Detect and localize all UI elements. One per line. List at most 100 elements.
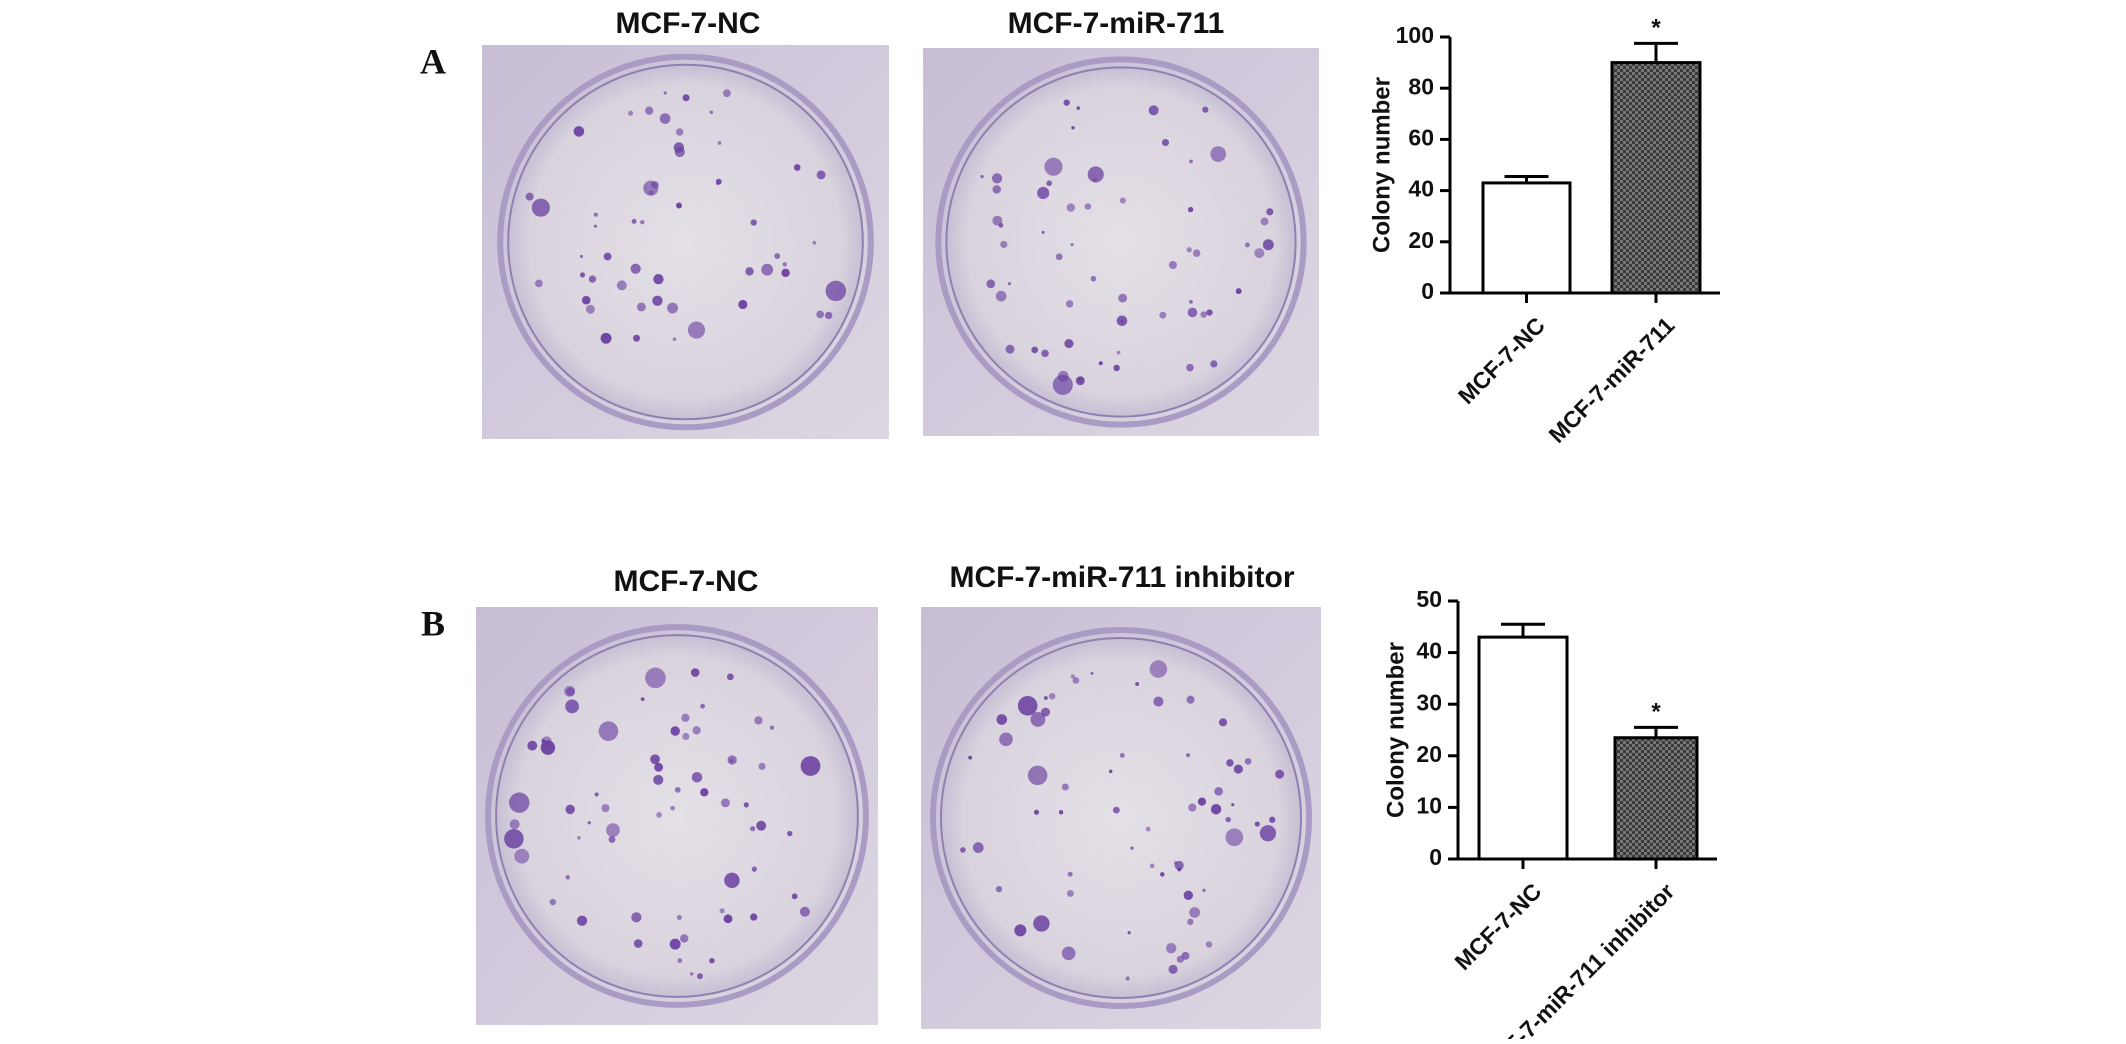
colony xyxy=(645,106,654,115)
colony xyxy=(1202,888,1206,893)
colony xyxy=(1205,941,1213,948)
colony xyxy=(968,755,973,760)
colony xyxy=(565,804,575,815)
colony xyxy=(509,819,520,830)
colony xyxy=(738,299,748,310)
bar xyxy=(1481,181,1572,295)
colony xyxy=(992,215,1003,226)
colony xyxy=(531,198,550,217)
bar xyxy=(1613,736,1699,861)
colony xyxy=(1254,248,1265,259)
colony xyxy=(1226,759,1234,767)
colony xyxy=(653,774,664,785)
colony xyxy=(670,726,680,736)
colony xyxy=(549,898,557,906)
colony xyxy=(527,740,538,751)
colony xyxy=(1027,765,1048,786)
colony xyxy=(576,915,588,926)
colony xyxy=(1000,240,1008,249)
colony xyxy=(667,302,678,314)
colony xyxy=(1153,696,1164,707)
colony xyxy=(588,275,597,283)
colony xyxy=(719,908,725,914)
colony xyxy=(787,830,793,837)
colony xyxy=(676,914,682,921)
colony xyxy=(1043,696,1048,700)
colony xyxy=(723,89,731,98)
well-rim xyxy=(935,56,1307,428)
colony xyxy=(1046,180,1053,187)
colony xyxy=(1260,217,1269,226)
colony xyxy=(1066,203,1076,212)
colony xyxy=(1055,253,1063,261)
colony xyxy=(750,219,757,226)
colony xyxy=(1112,806,1120,814)
colony xyxy=(1058,810,1064,815)
colony xyxy=(1187,206,1194,213)
colony xyxy=(682,732,690,741)
bar xyxy=(1610,61,1702,295)
colony xyxy=(600,332,612,344)
colony xyxy=(1176,955,1185,963)
colony xyxy=(601,804,610,813)
colony xyxy=(1061,783,1069,791)
colony xyxy=(727,755,737,765)
colony xyxy=(1041,230,1045,234)
colony xyxy=(799,906,810,917)
photo-title: MCF-7-NC xyxy=(614,565,759,598)
colony xyxy=(1065,300,1074,308)
colony xyxy=(1189,907,1201,918)
colony xyxy=(1186,695,1195,704)
x-tick-label: MCF-7-NC xyxy=(1453,312,1550,409)
colony xyxy=(700,703,706,709)
colony xyxy=(670,805,675,811)
colony xyxy=(682,94,690,102)
colony xyxy=(1033,915,1050,932)
colony xyxy=(654,762,664,772)
colony xyxy=(1108,769,1113,774)
colony xyxy=(723,914,733,924)
colony xyxy=(726,673,734,681)
colony xyxy=(1084,203,1092,210)
colony xyxy=(640,220,645,225)
colony xyxy=(674,146,685,158)
colony xyxy=(1007,282,1012,286)
colony xyxy=(1075,376,1085,386)
colony xyxy=(674,786,681,793)
colony xyxy=(1064,339,1074,349)
colony xyxy=(643,180,659,196)
colony xyxy=(628,110,634,116)
colony xyxy=(750,913,758,921)
colony xyxy=(535,279,543,288)
colony xyxy=(774,253,781,259)
colony xyxy=(594,792,599,797)
well-rim xyxy=(485,624,869,1008)
significance-mark: * xyxy=(1651,698,1661,725)
y-tick-label: 40 xyxy=(1416,638,1442,664)
colony xyxy=(1197,797,1207,806)
colony xyxy=(1119,752,1125,758)
colony xyxy=(697,973,703,980)
colony xyxy=(715,178,722,185)
colony xyxy=(640,697,645,701)
well-rim xyxy=(930,627,1312,1009)
colony xyxy=(995,290,1007,302)
colony xyxy=(1070,243,1074,247)
colony xyxy=(1245,242,1250,248)
photo-title: MCF-7-miR-711 xyxy=(1008,7,1225,40)
colony xyxy=(1116,315,1128,327)
colony xyxy=(1159,311,1167,319)
colony xyxy=(598,721,619,741)
colony xyxy=(720,798,730,808)
colony xyxy=(669,938,681,950)
colony xyxy=(663,91,667,95)
colony xyxy=(816,310,825,319)
colony xyxy=(1125,976,1130,981)
colony xyxy=(1071,126,1075,130)
colony xyxy=(1262,239,1274,251)
colony xyxy=(781,268,790,278)
colony xyxy=(770,725,775,730)
colony xyxy=(675,202,682,209)
colony xyxy=(1269,816,1276,823)
